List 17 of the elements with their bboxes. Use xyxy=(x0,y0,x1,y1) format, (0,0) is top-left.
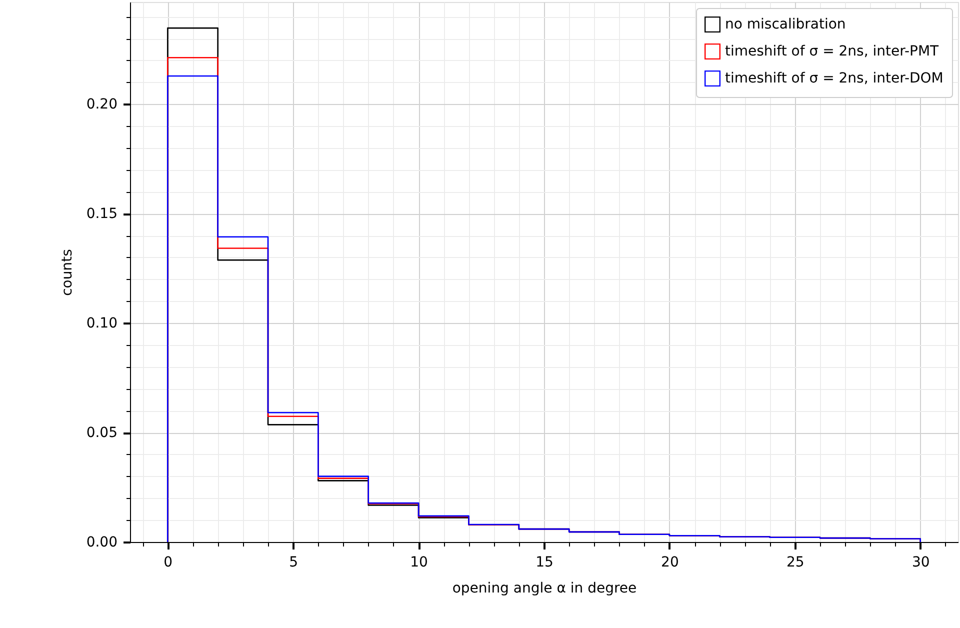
x-axis-title: opening angle α in degree xyxy=(452,580,637,596)
x-tick-label: 30 xyxy=(912,554,930,570)
y-tick-label: 0.20 xyxy=(86,96,118,113)
legend-label: timeshift of σ = 2ns, inter-DOM xyxy=(725,70,944,86)
y-tick-label: 0.05 xyxy=(86,425,118,442)
y-axis-title: counts xyxy=(59,249,76,296)
x-tick-label: 25 xyxy=(786,554,804,570)
x-tick-label: 20 xyxy=(661,554,679,570)
x-tick-label: 15 xyxy=(536,554,554,570)
y-tick-label: 0.10 xyxy=(86,316,118,332)
x-tick-label: 5 xyxy=(289,554,298,570)
x-tick-label: 0 xyxy=(164,554,173,570)
legend-label: no miscalibration xyxy=(725,16,846,32)
legend-label: timeshift of σ = 2ns, inter-PMT xyxy=(725,44,940,60)
y-tick-label: 0.00 xyxy=(86,534,118,550)
x-tick-label: 10 xyxy=(410,554,428,570)
y-tick-label: 0.15 xyxy=(86,206,118,222)
